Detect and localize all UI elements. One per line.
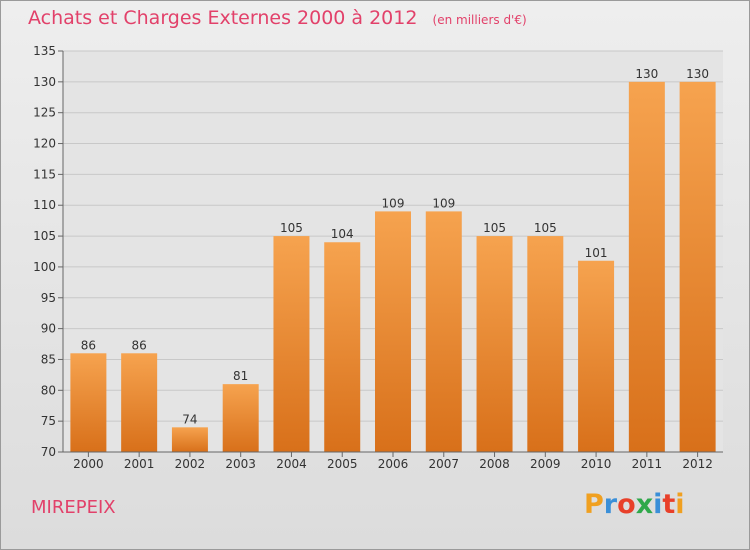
- y-tick-label: 85: [41, 352, 56, 366]
- bars: [70, 81, 716, 452]
- bar-2006: [375, 211, 411, 452]
- logo-letter: r: [603, 489, 618, 520]
- x-tick-label: 2008: [479, 457, 510, 471]
- logo-letter: o: [617, 489, 636, 520]
- data-label: 109: [432, 196, 455, 210]
- data-label: 101: [585, 246, 608, 260]
- data-label: 105: [483, 221, 506, 235]
- bar-2008: [476, 236, 513, 452]
- y-tick-label: 130: [33, 75, 56, 89]
- bar-2004: [273, 236, 310, 452]
- y-tick-label: 135: [33, 44, 56, 58]
- y-tick-label: 105: [33, 229, 56, 243]
- x-tick-label: 2001: [124, 457, 155, 471]
- x-tick-label: 2007: [428, 457, 459, 471]
- y-tick-label: 120: [33, 137, 56, 151]
- y-tick-label: 125: [33, 106, 56, 120]
- data-label: 130: [635, 67, 658, 81]
- bar-2002: [171, 427, 208, 452]
- chart-title: Achats et Charges Externes 2000 à 2012: [28, 7, 418, 29]
- bar-2011: [628, 81, 665, 452]
- bar-2009: [527, 236, 564, 452]
- data-label: 109: [382, 196, 405, 210]
- data-label: 81: [233, 369, 248, 383]
- x-tick-label: 2010: [581, 457, 612, 471]
- y-tick-label: 90: [41, 322, 56, 336]
- y-tick-label: 70: [41, 445, 56, 459]
- chart-subtitle: (en milliers d'€): [432, 13, 527, 27]
- bar-2003: [222, 384, 259, 452]
- proxiti-logo: Proxiti: [584, 489, 685, 520]
- logo-letter: i: [675, 489, 685, 520]
- y-tick-label: 110: [33, 198, 56, 212]
- logo-letter: x: [635, 489, 654, 520]
- y-tick-label: 100: [33, 260, 56, 274]
- y-tick-label: 115: [33, 167, 56, 181]
- x-tick-label: 2006: [378, 457, 409, 471]
- logo-letter: P: [584, 489, 604, 520]
- bar-2000: [70, 353, 107, 452]
- logo-letter: t: [662, 489, 676, 520]
- x-tick-label: 2004: [276, 457, 307, 471]
- x-tick-label: 2012: [682, 457, 713, 471]
- x-tick-label: 2005: [327, 457, 358, 471]
- x-tick-label: 2009: [530, 457, 561, 471]
- data-label: 105: [534, 221, 557, 235]
- data-label: 104: [331, 227, 354, 241]
- axes: 70 75 80 85 90 95 100 105 110 115 120 125 130 135 2000…: [33, 44, 723, 471]
- y-tick-label: 80: [41, 383, 56, 397]
- x-tick-label: 2003: [225, 457, 256, 471]
- bar-2010: [578, 260, 615, 452]
- bar-2005: [324, 242, 361, 452]
- data-label: 86: [132, 338, 147, 352]
- place-label: MIREPEIX: [31, 497, 116, 518]
- logo-letter: i: [653, 489, 663, 520]
- bar-2001: [121, 353, 158, 452]
- x-tick-label: 2002: [175, 457, 206, 471]
- y-tick-label: 95: [41, 291, 56, 305]
- data-label: 86: [81, 338, 96, 352]
- bar-2007: [425, 211, 462, 452]
- data-label: 105: [280, 221, 303, 235]
- y-tick-label: 75: [41, 414, 56, 428]
- data-labels: 86 86 74 81 105 104 109 109 105 105 101 130 130: [81, 67, 709, 426]
- data-label: 130: [686, 67, 709, 81]
- data-label: 74: [182, 412, 197, 426]
- title-block: Achats et Charges Externes 2000 à 2012 (…: [28, 7, 527, 29]
- x-tick-label: 2000: [73, 457, 104, 471]
- bar-2012: [679, 81, 716, 452]
- x-tick-label: 2011: [632, 457, 663, 471]
